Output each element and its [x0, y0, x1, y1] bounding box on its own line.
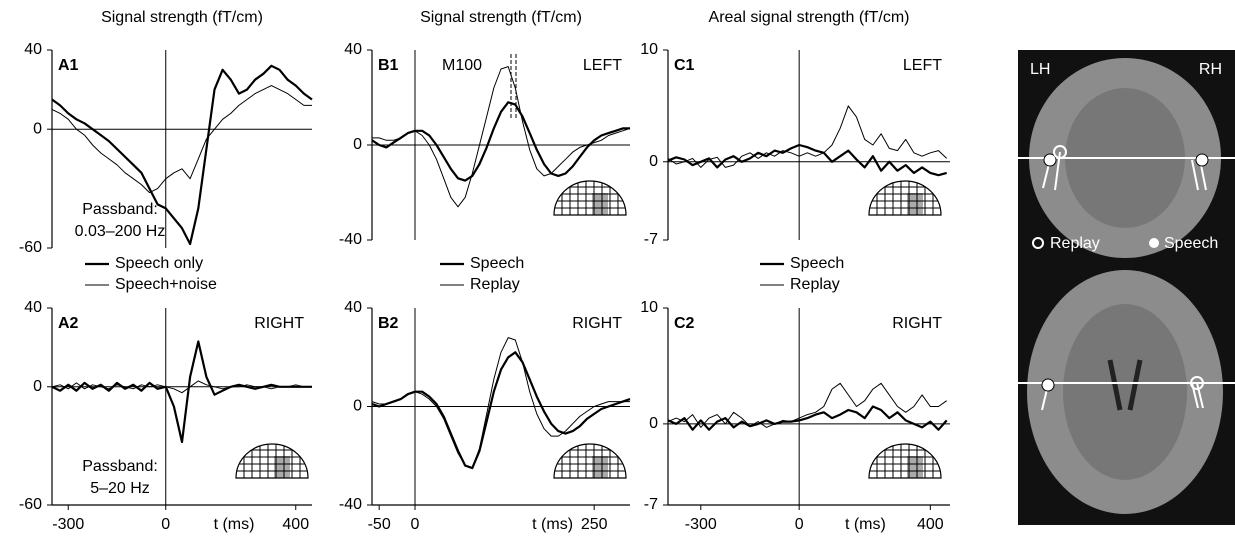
- panel-label: A2: [58, 315, 79, 332]
- x-tick-label: -300: [52, 516, 84, 533]
- speech-dipole: [1196, 154, 1208, 166]
- data-line: [52, 342, 312, 443]
- legend-label: Speech: [470, 255, 524, 272]
- y-tick-label: -7: [644, 231, 658, 248]
- hemisphere-label: RIGHT: [572, 315, 622, 332]
- y-tick-label: 10: [640, 41, 658, 58]
- y-tick-label: 0: [353, 136, 362, 153]
- x-tick-label: 400: [282, 516, 309, 533]
- left-hemisphere-label: LH: [1030, 61, 1050, 78]
- passband-note: Passband:: [82, 458, 158, 475]
- legend-label: Speech+noise: [115, 276, 217, 293]
- hemisphere-label: LEFT: [903, 57, 942, 74]
- passband-note: Passband:: [82, 201, 158, 218]
- x-axis-label: t (ms): [532, 516, 573, 533]
- panel-label: C2: [674, 315, 695, 332]
- hemisphere-label: RIGHT: [254, 315, 304, 332]
- x-axis-label: t (ms): [214, 516, 255, 533]
- x-axis-label: t (ms): [845, 516, 886, 533]
- hemisphere-label: LEFT: [583, 57, 622, 74]
- sensor-icon: [869, 444, 941, 478]
- icon-fill: [869, 181, 941, 215]
- x-tick-label: 250: [581, 516, 608, 533]
- axial-inner: [1063, 304, 1187, 480]
- legend-label: Replay: [470, 276, 520, 293]
- right-hemisphere-label: RH: [1199, 61, 1222, 78]
- x-tick-label: 400: [917, 516, 944, 533]
- y-tick-label: 40: [344, 41, 362, 58]
- y-tick-label: 0: [649, 415, 658, 432]
- x-tick-label: 0: [795, 516, 804, 533]
- icon-fill: [554, 444, 626, 478]
- y-tick-label: 0: [353, 398, 362, 415]
- figure: LH RH Replay Speech Signal strength (fT/…: [0, 0, 1235, 537]
- speech-dipole: [1042, 379, 1054, 391]
- legend-label: Replay: [1050, 235, 1100, 252]
- y-tick-label: 40: [344, 299, 362, 316]
- sensor-icon: [236, 444, 308, 478]
- x-tick-label: -300: [685, 516, 717, 533]
- x-tick-label: -50: [368, 516, 391, 533]
- legend-label: Replay: [790, 276, 840, 293]
- y-tick-label: 0: [33, 378, 42, 395]
- icon-fill: [869, 444, 941, 478]
- hemisphere-label: RIGHT: [892, 315, 942, 332]
- y-tick-label: 40: [24, 299, 42, 316]
- x-tick-label: 0: [161, 516, 170, 533]
- legend-label: Speech: [790, 255, 844, 272]
- icon-fill: [554, 181, 626, 215]
- panel-label: B1: [378, 57, 399, 74]
- y-tick-label: -40: [339, 496, 362, 513]
- y-tick-label: 40: [24, 41, 42, 58]
- y-tick-label: 0: [649, 153, 658, 170]
- column-title: Signal strength (fT/cm): [101, 9, 263, 26]
- y-tick-label: -60: [19, 239, 42, 256]
- legend-label: Speech only: [115, 255, 203, 272]
- data-line: [668, 145, 947, 175]
- x-tick-label: 0: [411, 516, 420, 533]
- legend-label: Speech: [1164, 235, 1218, 252]
- icon-fill: [236, 444, 308, 478]
- data-line: [372, 102, 630, 180]
- column-title: Signal strength (fT/cm): [420, 9, 582, 26]
- sensor-icon: [554, 444, 626, 478]
- passband-note: 5–20 Hz: [90, 480, 150, 497]
- data-line: [52, 86, 312, 193]
- peak-label: M100: [442, 57, 482, 74]
- y-tick-label: -40: [339, 231, 362, 248]
- panel-label: A1: [58, 57, 79, 74]
- y-tick-label: 10: [640, 299, 658, 316]
- brain-panel: LH RH Replay Speech: [1018, 50, 1235, 525]
- y-tick-label: -7: [644, 496, 658, 513]
- y-tick-label: 0: [33, 120, 42, 137]
- y-tick-label: -60: [19, 496, 42, 513]
- panel-label: B2: [378, 315, 399, 332]
- column-title: Areal signal strength (fT/cm): [709, 9, 910, 26]
- passband-note: 0.03–200 Hz: [75, 223, 166, 240]
- sensor-icon: [869, 181, 941, 215]
- sensor-icon: [554, 181, 626, 215]
- panel-label: C1: [674, 57, 695, 74]
- legend-marker: [1149, 238, 1159, 248]
